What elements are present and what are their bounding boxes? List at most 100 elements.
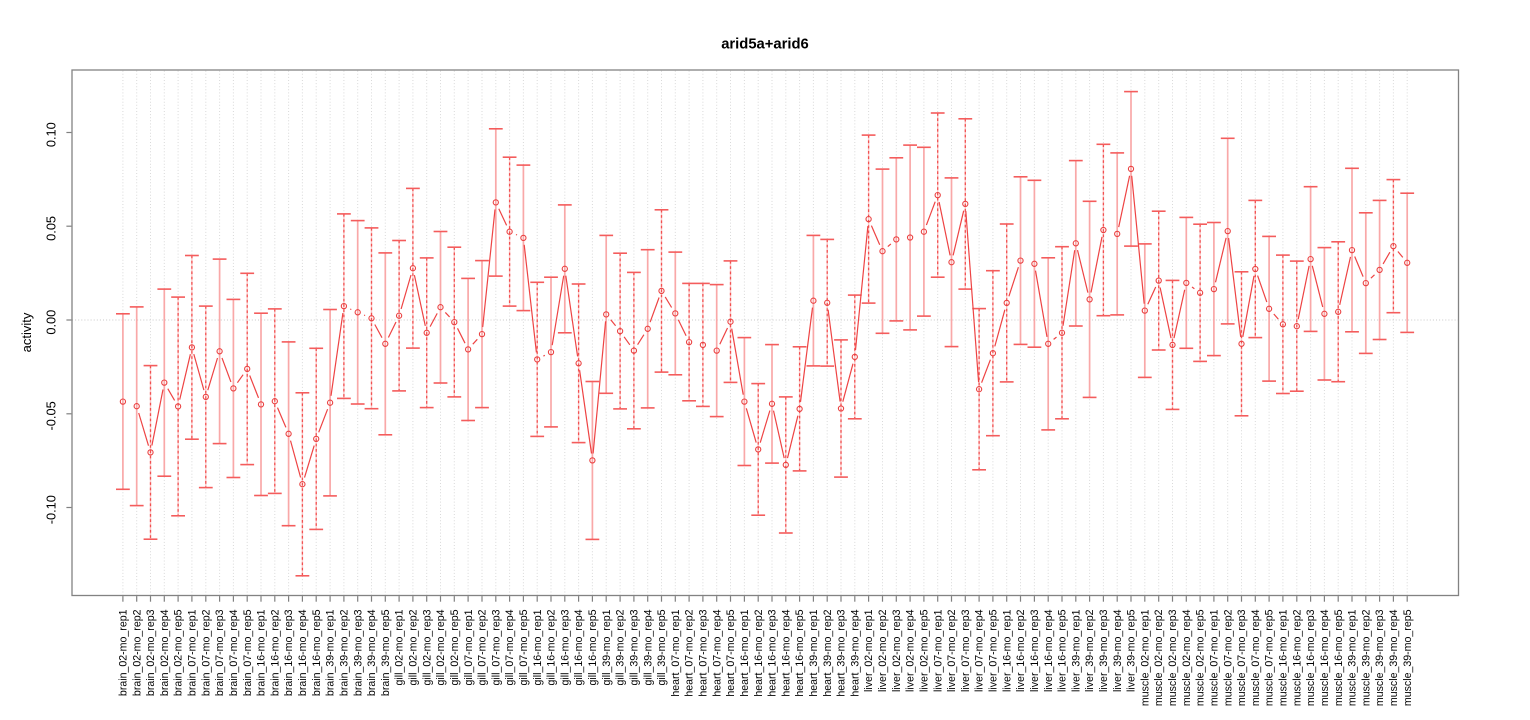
svg-text:brain_02-mo_rep2: brain_02-mo_rep2	[131, 609, 143, 696]
svg-text:brain_07-mo_rep5: brain_07-mo_rep5	[242, 609, 254, 696]
svg-text:liver_16-mo_rep5: liver_16-mo_rep5	[1057, 609, 1069, 692]
svg-text:brain_16-mo_rep1: brain_16-mo_rep1	[256, 609, 268, 696]
svg-text:brain_39-mo_rep1: brain_39-mo_rep1	[325, 609, 337, 696]
svg-text:muscle_02-mo_rep3: muscle_02-mo_rep3	[1167, 609, 1179, 706]
svg-text:brain_07-mo_rep1: brain_07-mo_rep1	[187, 609, 199, 696]
svg-text:brain_02-mo_rep5: brain_02-mo_rep5	[173, 609, 185, 696]
svg-text:muscle_16-mo_rep3: muscle_16-mo_rep3	[1305, 609, 1317, 706]
svg-text:muscle_02-mo_rep4: muscle_02-mo_rep4	[1181, 609, 1193, 706]
svg-text:liver_07-mo_rep2: liver_07-mo_rep2	[946, 609, 958, 692]
svg-text:-0.05: -0.05	[43, 401, 58, 430]
svg-text:brain_16-mo_rep2: brain_16-mo_rep2	[269, 609, 281, 696]
svg-text:gill_39-mo_rep2: gill_39-mo_rep2	[615, 609, 627, 685]
svg-text:brain_16-mo_rep4: brain_16-mo_rep4	[297, 609, 309, 696]
svg-text:liver_39-mo_rep4: liver_39-mo_rep4	[1112, 609, 1124, 692]
svg-text:brain_16-mo_rep5: brain_16-mo_rep5	[311, 609, 323, 696]
svg-text:muscle_02-mo_rep2: muscle_02-mo_rep2	[1153, 609, 1165, 706]
svg-text:gill_16-mo_rep1: gill_16-mo_rep1	[532, 609, 544, 685]
svg-text:liver_39-mo_rep2: liver_39-mo_rep2	[1084, 609, 1096, 692]
svg-text:heart_07-mo_rep1: heart_07-mo_rep1	[670, 609, 682, 696]
svg-text:gill_07-mo_rep4: gill_07-mo_rep4	[504, 609, 516, 685]
svg-text:heart_07-mo_rep5: heart_07-mo_rep5	[725, 609, 737, 696]
svg-text:heart_16-mo_rep1: heart_16-mo_rep1	[739, 609, 751, 696]
svg-text:muscle_02-mo_rep5: muscle_02-mo_rep5	[1195, 609, 1207, 706]
svg-text:heart_39-mo_rep2: heart_39-mo_rep2	[822, 609, 834, 696]
svg-text:liver_16-mo_rep1: liver_16-mo_rep1	[1001, 609, 1013, 692]
svg-text:brain_07-mo_rep3: brain_07-mo_rep3	[214, 609, 226, 696]
svg-text:gill_16-mo_rep3: gill_16-mo_rep3	[559, 609, 571, 685]
svg-text:gill_02-mo_rep3: gill_02-mo_rep3	[421, 609, 433, 685]
svg-text:muscle_39-mo_rep3: muscle_39-mo_rep3	[1374, 609, 1386, 706]
svg-text:gill_02-mo_rep2: gill_02-mo_rep2	[408, 609, 420, 685]
svg-text:heart_07-mo_rep2: heart_07-mo_rep2	[684, 609, 696, 696]
svg-text:liver_07-mo_rep3: liver_07-mo_rep3	[960, 609, 972, 692]
svg-text:liver_07-mo_rep5: liver_07-mo_rep5	[988, 609, 1000, 692]
svg-text:muscle_07-mo_rep2: muscle_07-mo_rep2	[1222, 609, 1234, 706]
svg-text:brain_39-mo_rep4: brain_39-mo_rep4	[366, 609, 378, 696]
svg-text:brain_39-mo_rep2: brain_39-mo_rep2	[339, 609, 351, 696]
svg-text:heart_39-mo_rep4: heart_39-mo_rep4	[849, 609, 861, 696]
svg-text:gill_16-mo_rep5: gill_16-mo_rep5	[587, 609, 599, 685]
svg-text:liver_39-mo_rep3: liver_39-mo_rep3	[1098, 609, 1110, 692]
svg-text:-0.10: -0.10	[43, 495, 58, 524]
svg-text:heart_39-mo_rep3: heart_39-mo_rep3	[836, 609, 848, 696]
svg-text:gill_39-mo_rep3: gill_39-mo_rep3	[629, 609, 641, 685]
svg-text:gill_07-mo_rep1: gill_07-mo_rep1	[463, 609, 475, 685]
svg-text:muscle_39-mo_rep1: muscle_39-mo_rep1	[1347, 609, 1359, 706]
svg-text:liver_39-mo_rep5: liver_39-mo_rep5	[1126, 609, 1138, 692]
svg-text:gill_07-mo_rep2: gill_07-mo_rep2	[477, 609, 489, 685]
svg-text:brain_02-mo_rep3: brain_02-mo_rep3	[145, 609, 157, 696]
svg-text:heart_16-mo_rep4: heart_16-mo_rep4	[780, 609, 792, 696]
svg-text:heart_07-mo_rep3: heart_07-mo_rep3	[698, 609, 710, 696]
svg-text:gill_07-mo_rep3: gill_07-mo_rep3	[490, 609, 502, 685]
svg-text:gill_07-mo_rep5: gill_07-mo_rep5	[518, 609, 530, 685]
svg-text:brain_07-mo_rep4: brain_07-mo_rep4	[228, 609, 240, 696]
svg-text:liver_02-mo_rep2: liver_02-mo_rep2	[877, 609, 889, 692]
svg-text:brain_16-mo_rep3: brain_16-mo_rep3	[283, 609, 295, 696]
svg-text:liver_02-mo_rep3: liver_02-mo_rep3	[891, 609, 903, 692]
svg-text:muscle_39-mo_rep5: muscle_39-mo_rep5	[1402, 609, 1414, 706]
svg-text:muscle_16-mo_rep4: muscle_16-mo_rep4	[1319, 609, 1331, 706]
svg-text:muscle_39-mo_rep4: muscle_39-mo_rep4	[1388, 609, 1400, 706]
svg-text:gill_39-mo_rep4: gill_39-mo_rep4	[642, 609, 654, 685]
svg-text:gill_39-mo_rep5: gill_39-mo_rep5	[656, 609, 668, 685]
svg-text:gill_02-mo_rep5: gill_02-mo_rep5	[449, 609, 461, 685]
svg-text:0.10: 0.10	[43, 122, 58, 147]
svg-text:liver_16-mo_rep4: liver_16-mo_rep4	[1043, 609, 1055, 692]
svg-text:brain_02-mo_rep4: brain_02-mo_rep4	[159, 609, 171, 696]
svg-text:liver_02-mo_rep4: liver_02-mo_rep4	[905, 609, 917, 692]
svg-text:brain_39-mo_rep5: brain_39-mo_rep5	[380, 609, 392, 696]
svg-text:heart_16-mo_rep5: heart_16-mo_rep5	[794, 609, 806, 696]
svg-text:heart_07-mo_rep4: heart_07-mo_rep4	[711, 609, 723, 696]
svg-text:liver_16-mo_rep3: liver_16-mo_rep3	[1029, 609, 1041, 692]
svg-text:gill_02-mo_rep1: gill_02-mo_rep1	[394, 609, 406, 685]
svg-text:arid5a+arid6: arid5a+arid6	[721, 37, 809, 53]
svg-text:muscle_16-mo_rep1: muscle_16-mo_rep1	[1278, 609, 1290, 706]
svg-text:muscle_07-mo_rep4: muscle_07-mo_rep4	[1250, 609, 1262, 706]
svg-text:activity: activity	[19, 312, 34, 352]
svg-text:liver_07-mo_rep4: liver_07-mo_rep4	[974, 609, 986, 692]
svg-text:muscle_16-mo_rep5: muscle_16-mo_rep5	[1333, 609, 1345, 706]
svg-text:gill_16-mo_rep2: gill_16-mo_rep2	[546, 609, 558, 685]
svg-text:muscle_07-mo_rep3: muscle_07-mo_rep3	[1236, 609, 1248, 706]
svg-text:liver_02-mo_rep1: liver_02-mo_rep1	[863, 609, 875, 692]
svg-text:brain_39-mo_rep3: brain_39-mo_rep3	[352, 609, 364, 696]
svg-text:muscle_39-mo_rep2: muscle_39-mo_rep2	[1360, 609, 1372, 706]
svg-text:gill_39-mo_rep1: gill_39-mo_rep1	[601, 609, 613, 685]
svg-text:brain_07-mo_rep2: brain_07-mo_rep2	[200, 609, 212, 696]
svg-text:muscle_07-mo_rep1: muscle_07-mo_rep1	[1209, 609, 1221, 706]
svg-text:brain_02-mo_rep1: brain_02-mo_rep1	[118, 609, 130, 696]
svg-text:0.00: 0.00	[43, 310, 58, 335]
svg-text:muscle_07-mo_rep5: muscle_07-mo_rep5	[1264, 609, 1276, 706]
svg-text:heart_16-mo_rep2: heart_16-mo_rep2	[753, 609, 765, 696]
svg-text:muscle_02-mo_rep1: muscle_02-mo_rep1	[1139, 609, 1151, 706]
svg-text:heart_16-mo_rep3: heart_16-mo_rep3	[767, 609, 779, 696]
svg-text:liver_02-mo_rep5: liver_02-mo_rep5	[919, 609, 931, 692]
svg-text:gill_16-mo_rep4: gill_16-mo_rep4	[573, 609, 585, 685]
svg-text:gill_02-mo_rep4: gill_02-mo_rep4	[435, 609, 447, 685]
svg-text:heart_39-mo_rep1: heart_39-mo_rep1	[808, 609, 820, 696]
svg-text:liver_16-mo_rep2: liver_16-mo_rep2	[1015, 609, 1027, 692]
svg-text:muscle_16-mo_rep2: muscle_16-mo_rep2	[1291, 609, 1303, 706]
svg-text:liver_39-mo_rep1: liver_39-mo_rep1	[1070, 609, 1082, 692]
svg-text:0.05: 0.05	[43, 216, 58, 241]
